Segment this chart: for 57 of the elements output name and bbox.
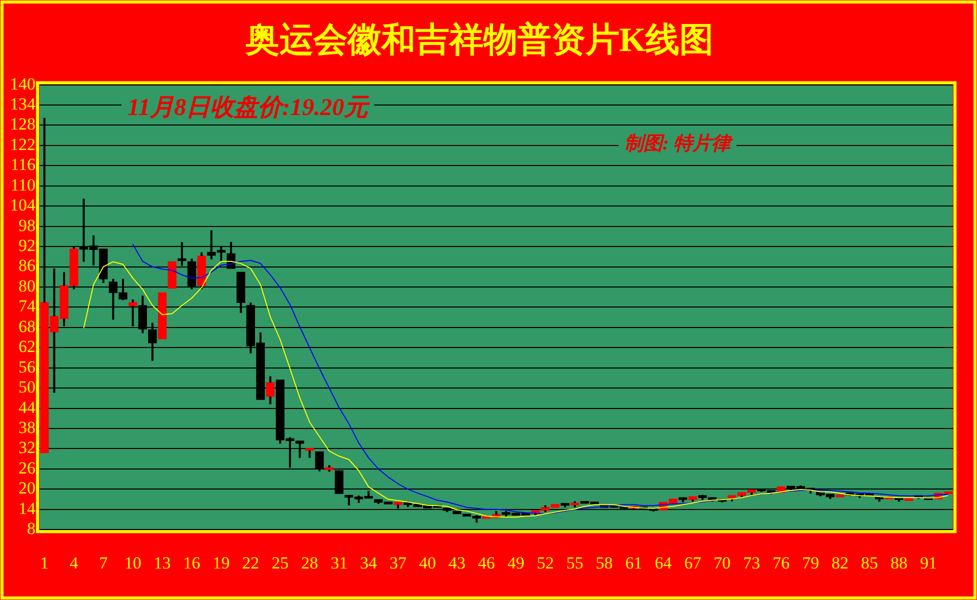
x-tick-label: 43 [448, 553, 466, 572]
y-tick-label: 140 [10, 74, 36, 94]
x-tick-label: 13 [154, 553, 171, 572]
y-tick-label: 50 [18, 378, 36, 397]
x-tick-label: 58 [596, 553, 613, 572]
y-tick-label: 134 [10, 94, 36, 114]
x-tick-label: 34 [360, 553, 378, 572]
y-tick-label: 14 [18, 498, 36, 518]
y-tick-label: 86 [18, 256, 36, 276]
y-tick-label: 98 [18, 216, 36, 235]
x-tick-label: 70 [714, 553, 731, 572]
y-tick-label: 116 [10, 155, 36, 174]
y-tick-label: 62 [18, 337, 36, 356]
x-tick-label: 91 [920, 553, 937, 572]
x-tick-label: 46 [478, 553, 495, 572]
x-tick-label: 19 [212, 553, 230, 572]
y-tick-label: 92 [18, 236, 36, 256]
x-tick-label: 61 [625, 553, 642, 572]
x-tick-label: 79 [802, 553, 820, 572]
x-tick-label: 73 [743, 553, 760, 572]
y-tick-label: 20 [18, 478, 36, 498]
x-tick-label: 52 [536, 553, 554, 572]
x-tick-label: 4 [70, 553, 79, 572]
y-tick-label: 128 [10, 114, 36, 134]
y-tick-label: 32 [18, 438, 36, 458]
x-tick-label: 22 [242, 553, 260, 572]
chart-title: 奥运会徽和吉祥物普资片K线图 [244, 20, 714, 60]
x-tick-label: 7 [99, 553, 108, 572]
y-tick-label: 56 [18, 357, 36, 376]
y-tick-label: 122 [10, 134, 36, 154]
x-tick-label: 55 [566, 553, 584, 572]
x-tick-label: 67 [684, 553, 702, 572]
y-tick-label: 68 [18, 316, 36, 336]
x-tick-label: 82 [832, 553, 849, 572]
annotation: 11月8日收盘价:19.20元 [128, 95, 372, 122]
y-tick-label: 8 [27, 519, 36, 538]
x-tick-label: 49 [507, 553, 524, 572]
x-tick-label: 28 [301, 553, 318, 572]
x-tick-label: 10 [124, 553, 142, 572]
y-tick-label: 74 [18, 296, 36, 316]
y-tick-label: 104 [10, 196, 36, 215]
y-tick-label: 44 [18, 398, 36, 417]
x-tick-label: 85 [861, 553, 878, 572]
y-tick-label: 38 [18, 418, 36, 437]
y-tick-label: 26 [18, 458, 36, 478]
x-tick-label: 1 [40, 553, 49, 572]
x-tick-label: 25 [272, 553, 289, 572]
x-tick-label: 76 [772, 553, 790, 572]
x-tick-label: 37 [390, 553, 408, 572]
x-tick-label: 31 [330, 553, 348, 572]
y-tick-label: 110 [10, 175, 36, 194]
x-tick-label: 64 [654, 553, 672, 572]
annotation: 制图: 特片律 [624, 132, 734, 155]
y-tick-label: 80 [18, 276, 36, 296]
x-tick-label: 16 [183, 553, 200, 572]
x-tick-label: 88 [890, 553, 908, 572]
x-tick-label: 40 [418, 553, 436, 572]
